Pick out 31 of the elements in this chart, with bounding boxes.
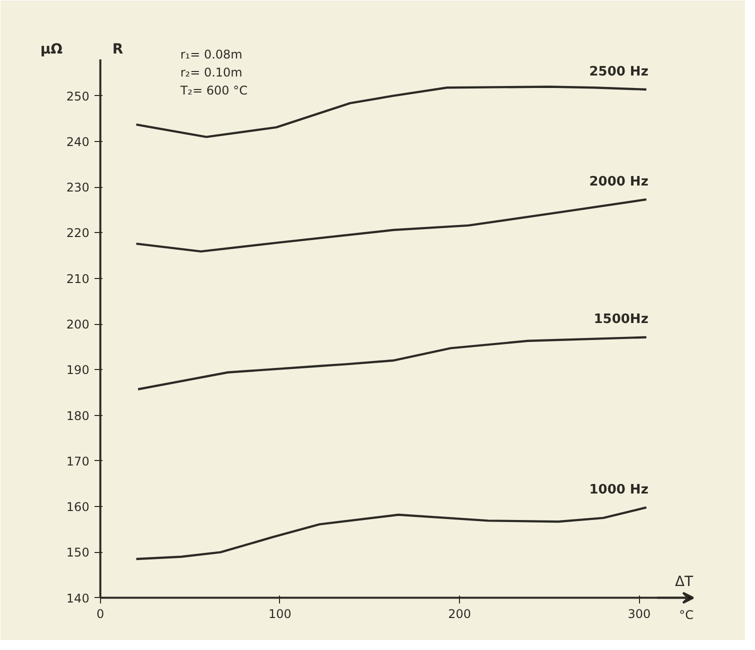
x-tick-label: 0 [96, 606, 104, 621]
y-tick-label: 210 [66, 272, 90, 286]
line-series [135, 198, 648, 253]
line-series [135, 86, 648, 138]
x-tick-label: 200 [448, 606, 472, 621]
series-label: 1500Hz [594, 312, 648, 328]
y-tick-label: 220 [66, 226, 90, 240]
y-tick-label: 200 [66, 318, 90, 332]
line-series [136, 336, 648, 390]
y-tick-label: 180 [66, 408, 90, 423]
y-tick-label: 240 [66, 134, 90, 149]
series-label: 2500 Hz [589, 64, 648, 80]
annotation: r₁= 0.08m [180, 47, 242, 62]
y-tick-label: 140 [66, 591, 90, 606]
x-tick-label: 100 [268, 606, 292, 621]
y-tick-label: 160 [66, 500, 90, 514]
y-tick-label: 150 [66, 546, 90, 560]
y-tick-label: 190 [66, 363, 90, 378]
y-tick-label: 250 [66, 89, 90, 104]
annotation: r₂= 0.10m [180, 65, 242, 80]
annotation: T₂= 600 °C [179, 83, 248, 98]
line-series [135, 506, 648, 560]
series-label: 2000 Hz [589, 174, 648, 190]
text: R [112, 41, 124, 58]
series-label: 1000 Hz [589, 482, 648, 498]
x-axis-title: ΔT [674, 574, 694, 590]
x-tick-label: 300 [628, 606, 651, 621]
y-tick-label: 230 [66, 180, 90, 195]
y-tick-label: 170 [66, 454, 90, 468]
y-axis-title: μΩ [40, 41, 63, 58]
text: °C [679, 608, 694, 622]
